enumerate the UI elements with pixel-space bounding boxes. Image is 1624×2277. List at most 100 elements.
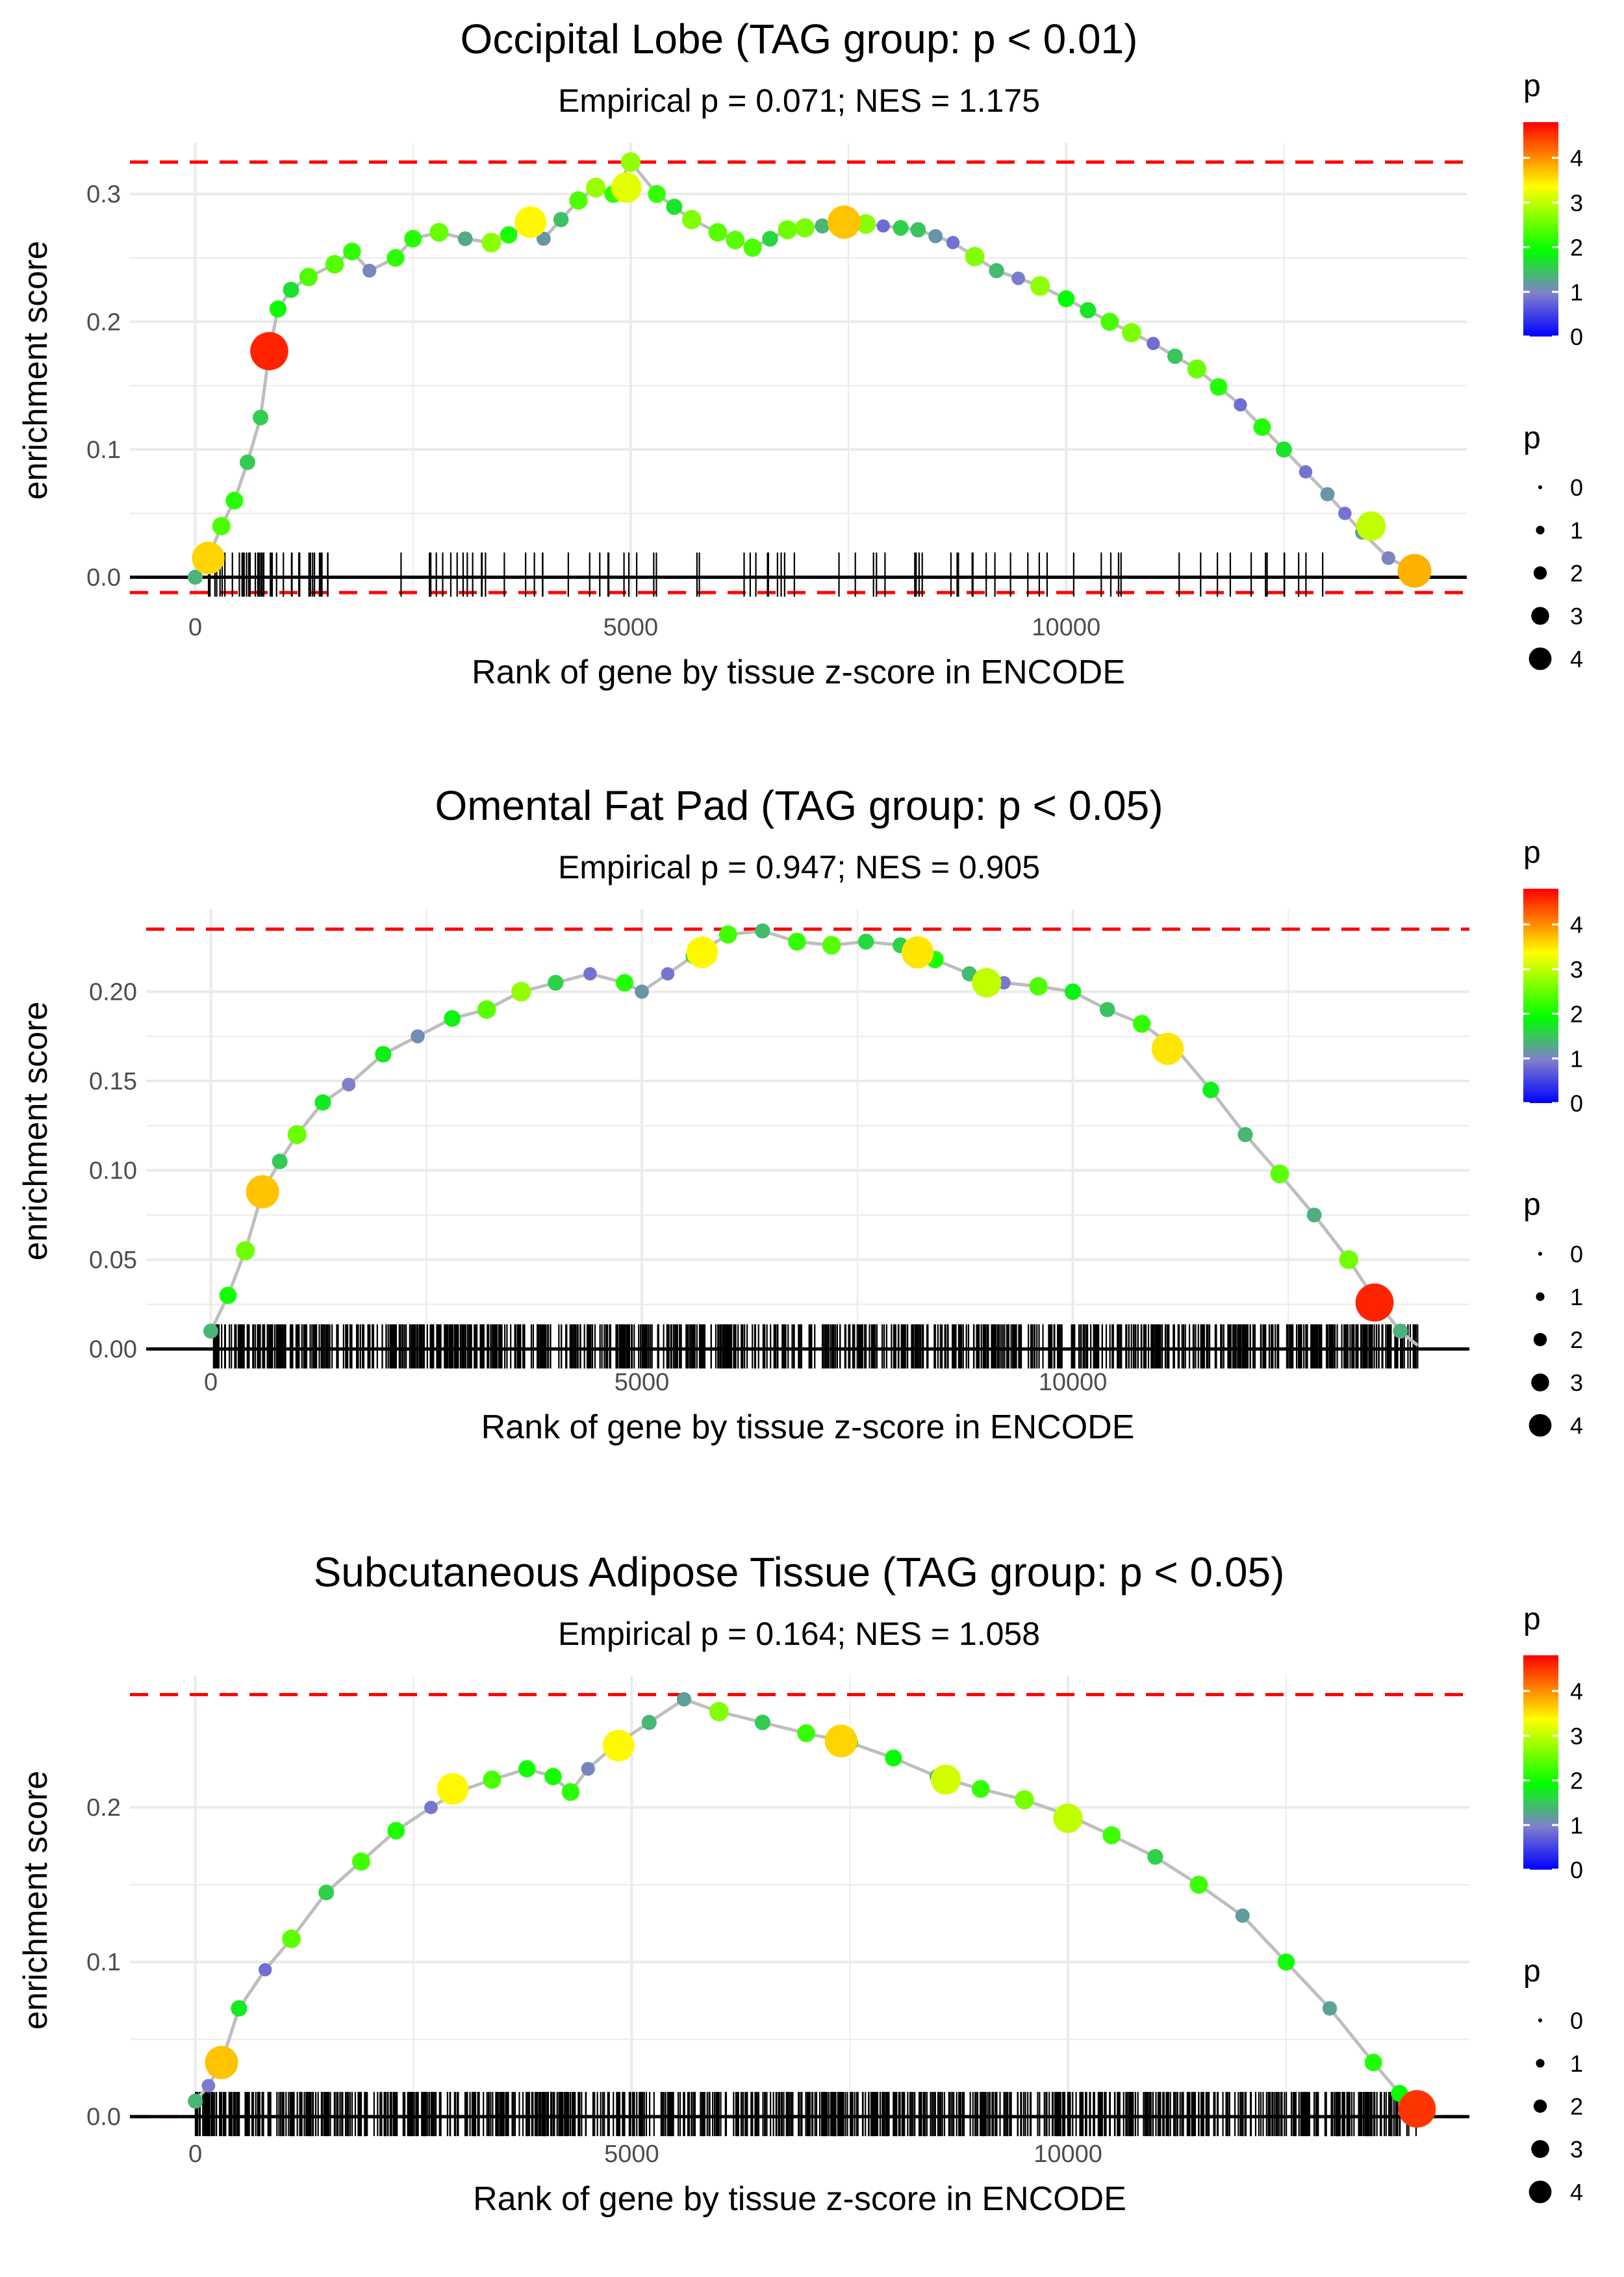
- rug-marks: [212, 1324, 1419, 1369]
- legend: p 4 3 2 1 0 p 0 1 2 3 4: [1523, 1602, 1583, 2206]
- x-tick-label: 10000: [1034, 2141, 1102, 2168]
- size-legend-label: 4: [1570, 2179, 1583, 2206]
- y-tick-label: 0.15: [89, 1068, 137, 1095]
- gene-point: [620, 152, 641, 172]
- gene-point: [387, 249, 405, 267]
- y-tick-label: 0.10: [89, 1158, 137, 1185]
- x-tick-label: 10000: [1032, 614, 1100, 641]
- gene-point: [511, 982, 531, 1002]
- y-tick-label: 0.3: [86, 181, 121, 209]
- gene-point: [1030, 276, 1050, 296]
- x-tick-label: 0: [188, 2141, 202, 2168]
- highlight-point: [1053, 1803, 1083, 1833]
- gene-point: [661, 967, 675, 981]
- gene-point: [457, 231, 473, 246]
- enrichment-curve: [194, 1697, 1419, 2111]
- color-bar: [1523, 1655, 1558, 1870]
- color-legend-label: 2: [1570, 1768, 1583, 1794]
- x-tick-label: 10000: [1039, 1369, 1108, 1396]
- gene-point: [581, 1762, 595, 1776]
- highlight-point: [192, 541, 225, 575]
- gene-point: [569, 191, 588, 210]
- gene-point: [561, 1783, 580, 1801]
- gene-point: [253, 409, 269, 426]
- gene-point: [709, 1701, 729, 1722]
- gene-point: [362, 263, 377, 278]
- gene-point: [1064, 983, 1082, 1000]
- gene-point: [1237, 1126, 1253, 1143]
- color-legend-label: 4: [1570, 145, 1583, 172]
- y-tick-label: 0.05: [89, 1247, 137, 1274]
- gridlines: [130, 1676, 1469, 2124]
- gene-point: [1338, 506, 1352, 520]
- size-legend-label: 0: [1570, 474, 1583, 501]
- size-legend-swatch: [1533, 566, 1547, 580]
- size-legend-swatch: [1536, 2059, 1545, 2068]
- rug-marks: [194, 2092, 1417, 2137]
- size-legend-swatch: [1533, 2099, 1547, 2113]
- gene-point: [188, 2093, 203, 2109]
- color-legend-label: 1: [1570, 1812, 1583, 1838]
- gene-point: [231, 2000, 247, 2017]
- gene-point: [778, 220, 797, 240]
- gene-point: [283, 281, 299, 298]
- gene-point: [743, 238, 762, 257]
- gene-point: [375, 1046, 392, 1063]
- gene-point: [387, 1822, 405, 1840]
- size-legend-swatch: [1531, 607, 1549, 625]
- size-legend-label: 2: [1570, 560, 1583, 587]
- highlight-point: [686, 936, 718, 969]
- gene-point: [1277, 1953, 1295, 1971]
- gene-point: [641, 1714, 657, 1730]
- size-legend-label: 3: [1570, 2136, 1583, 2163]
- gene-point: [1102, 1826, 1121, 1844]
- gene-point: [635, 984, 649, 999]
- gene-point: [1147, 1849, 1163, 1865]
- gene-point: [1270, 1164, 1289, 1184]
- x-axis-title: Rank of gene by tissue z-score in ENCODE: [473, 2180, 1126, 2218]
- gene-point: [404, 229, 422, 248]
- highlight-point: [930, 1764, 961, 1795]
- gene-point: [1276, 441, 1292, 458]
- highlight-point: [972, 968, 1002, 998]
- gene-point: [1167, 348, 1183, 364]
- color-legend-label: 0: [1570, 324, 1583, 350]
- size-legend-label: 3: [1570, 1369, 1583, 1396]
- gene-point: [1234, 398, 1247, 412]
- gene-point: [343, 242, 361, 261]
- size-legend-swatch: [1531, 1373, 1549, 1392]
- legend: p 4 3 2 1 0 p 0 1 2 3 4: [1523, 69, 1583, 672]
- gene-point: [885, 1749, 902, 1767]
- y-axis-title: enrichment score: [17, 1771, 55, 2030]
- gene-point: [1299, 465, 1313, 479]
- size-legend-swatch: [1529, 2180, 1552, 2204]
- highlight-point: [1355, 1283, 1394, 1322]
- size-legend-label: 1: [1570, 1284, 1583, 1310]
- color-legend-label: 4: [1570, 911, 1583, 938]
- highlight-point: [611, 172, 642, 203]
- gene-point: [822, 935, 841, 955]
- gene-point: [1235, 1908, 1250, 1923]
- size-legend-label: 2: [1570, 2093, 1583, 2120]
- gene-point: [544, 1768, 562, 1785]
- gene-point: [586, 177, 606, 198]
- chart-subtitle: Empirical p = 0.947; NES = 0.905: [558, 849, 1040, 885]
- gene-point: [269, 300, 287, 318]
- color-legend-label: 0: [1570, 1090, 1583, 1117]
- gene-point: [754, 1714, 770, 1731]
- gene-point: [240, 454, 255, 470]
- gene-point: [342, 1077, 356, 1092]
- x-axis-title: Rank of gene by tissue z-score in ENCODE: [472, 654, 1125, 691]
- chart-title: Occipital Lobe (TAG group: p < 0.01): [461, 16, 1138, 62]
- panel-1: Occipital Lobe (TAG group: p < 0.01) Empi…: [17, 16, 1583, 691]
- gene-point: [795, 218, 815, 238]
- color-bar: [1523, 889, 1558, 1103]
- size-legend-swatch: [1531, 2140, 1549, 2158]
- gene-point: [1306, 1207, 1322, 1223]
- rug-marks: [207, 552, 1324, 597]
- gene-point: [1322, 2001, 1338, 2016]
- size-legend-label: 0: [1570, 2007, 1583, 2034]
- highlight-point: [246, 1175, 279, 1209]
- gene-point: [815, 218, 830, 234]
